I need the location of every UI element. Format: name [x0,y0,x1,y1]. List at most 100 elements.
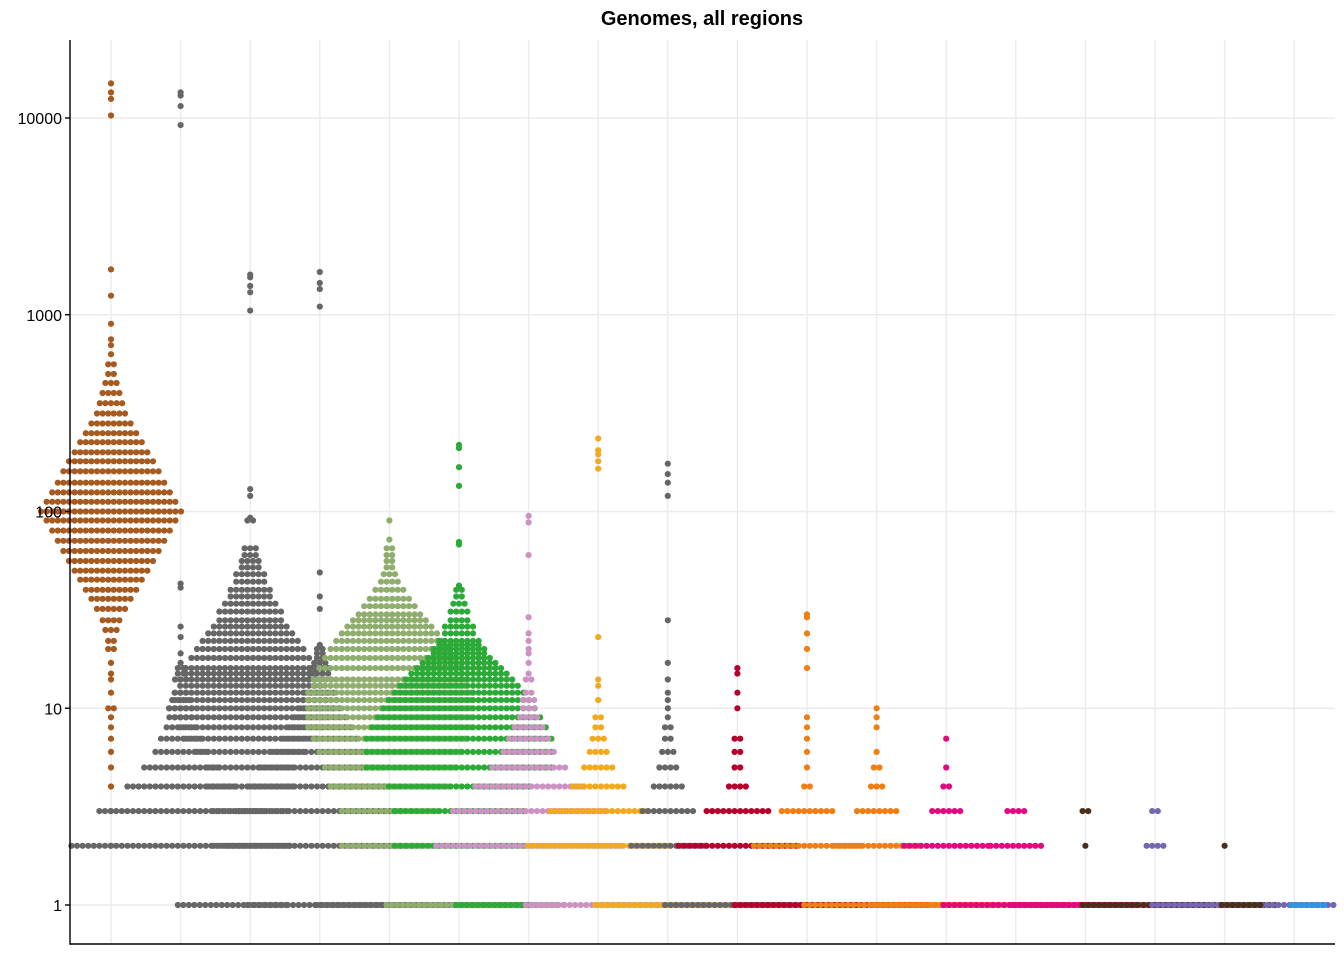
data-point [639,808,646,815]
data-point [344,783,351,790]
data-point [118,808,125,815]
data-point [458,682,465,689]
data-point [144,458,151,465]
data-point [93,557,101,565]
data-point [394,617,401,624]
data-point [577,901,584,909]
data-point [850,901,857,909]
data-point [1310,901,1317,909]
data-point [361,783,368,790]
data-point [528,764,535,771]
data-point [227,724,234,731]
data-point [430,665,437,672]
data-point [725,842,733,849]
data-point [528,735,535,742]
data-point [458,676,465,683]
data-point [620,842,627,849]
data-point [397,764,404,771]
data-point [391,783,398,790]
data-point [411,637,418,645]
data-point [737,783,744,790]
data-point [355,611,362,618]
data-point [505,842,513,849]
data-point [1240,901,1247,909]
data-point [238,676,245,683]
data-point [280,735,287,742]
data-point [1015,901,1022,909]
data-point [138,557,145,565]
data-point [172,517,179,524]
data-point [436,670,443,677]
data-point [344,654,351,662]
data-point [344,630,351,637]
data-point [266,665,273,672]
data-point [180,764,187,771]
data-point [592,764,599,771]
data-point [110,468,117,475]
data-point [338,764,345,771]
data-point [325,808,332,815]
data-point [216,735,223,742]
data-point [333,764,340,771]
data-point [436,682,443,689]
data-point [692,842,699,849]
data-point [188,735,195,742]
data-point [165,705,173,712]
data-point [285,724,293,731]
data-point [277,705,285,712]
data-point [199,705,206,712]
data-point [182,705,189,712]
data-point [297,748,304,756]
data-point [121,567,129,574]
data-point [60,498,67,505]
data-point [65,557,73,565]
data-point [82,567,89,574]
data-point [525,705,532,712]
data-point [205,682,212,689]
data-point [105,468,112,475]
data-point [146,764,153,771]
data-point [447,682,454,689]
data-point [355,617,362,624]
data-point [458,689,465,696]
data-point [193,724,201,731]
data-point [133,468,140,475]
data-point [725,783,733,790]
data-point [394,611,401,618]
data-point [199,645,206,653]
data-point [116,508,123,515]
data-point [436,637,443,645]
data-point [1139,901,1147,909]
data-point [255,689,262,696]
data-point [321,665,329,672]
data-point [233,764,240,771]
data-point [945,808,953,815]
data-point [277,623,285,630]
data-point [458,705,465,712]
data-point [447,676,454,683]
data-point [221,689,229,696]
data-point [664,471,671,478]
data-point [249,617,257,624]
data-point [321,748,329,756]
data-point [213,901,220,909]
data-point [157,764,165,771]
data-point [93,430,101,437]
data-point [316,303,323,310]
data-point [1269,901,1277,909]
data-point [945,783,953,790]
data-point [255,600,262,607]
data-point [492,682,499,689]
data-point [525,552,532,559]
data-point [313,783,321,790]
data-point [138,498,145,505]
data-point [361,637,368,645]
data-point [447,735,454,742]
data-point [138,576,145,583]
data-point [110,498,117,505]
data-point [458,608,465,615]
data-point [368,901,375,909]
data-point [870,764,877,771]
data-point [461,808,468,815]
data-point [227,637,234,645]
